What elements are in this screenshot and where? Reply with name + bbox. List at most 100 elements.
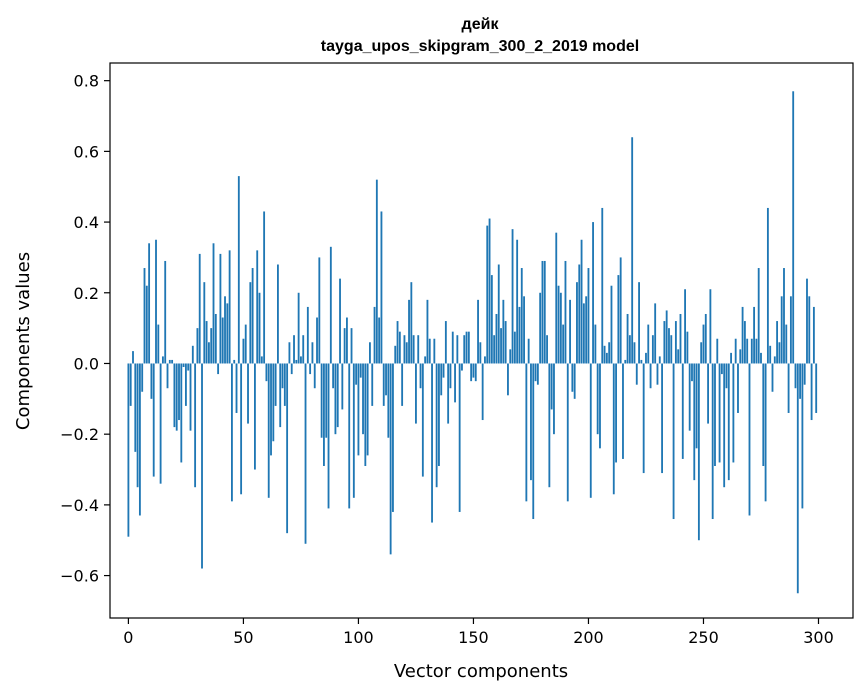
bar [780, 296, 783, 364]
bar [231, 363, 233, 502]
bar [525, 363, 528, 502]
bar [373, 306, 376, 364]
bar [152, 363, 155, 477]
bar [642, 363, 645, 474]
bar [343, 328, 346, 364]
bar [714, 363, 716, 466]
bar [426, 299, 429, 364]
bar [553, 363, 555, 435]
bar [557, 285, 560, 364]
bar [277, 264, 279, 364]
bar [207, 342, 210, 364]
bar [164, 260, 167, 364]
bar [219, 253, 222, 364]
bar [725, 363, 728, 389]
bar [463, 335, 466, 364]
bar [718, 363, 721, 463]
y-axis: −0.6 −0.4 −0.2 0.0 0.2 0.4 0.6 0.8 [60, 72, 110, 586]
bar [205, 321, 208, 364]
bar [387, 363, 390, 438]
bar [495, 313, 498, 364]
bar [171, 359, 174, 364]
bar [412, 335, 415, 364]
bar [640, 359, 643, 364]
bar [582, 303, 585, 364]
bar [134, 363, 137, 452]
bar [421, 363, 424, 477]
bar [306, 306, 309, 364]
bar [415, 363, 417, 424]
bar [329, 246, 332, 364]
bar [419, 363, 422, 389]
bar [778, 342, 781, 364]
bar [803, 363, 806, 385]
bar [596, 363, 599, 435]
bar [357, 363, 360, 456]
chart-subtitle: tayga_upos_skipgram_300_2_2019 model [321, 38, 639, 55]
bar [812, 306, 815, 364]
bar [688, 363, 691, 431]
bar [304, 363, 307, 544]
bar [187, 363, 190, 371]
bar [704, 313, 707, 364]
bar [569, 299, 571, 364]
bar [318, 257, 321, 364]
bar [587, 268, 590, 364]
x-tick-label: 300 [803, 628, 834, 647]
bar [467, 331, 470, 364]
bar [815, 363, 818, 413]
bar [325, 363, 328, 438]
bar [309, 363, 312, 375]
bar [394, 345, 397, 364]
bar [132, 351, 134, 364]
bar [541, 260, 544, 364]
bar [392, 363, 394, 512]
bar [716, 338, 719, 364]
bar [589, 363, 592, 498]
bar [750, 338, 753, 364]
bar [300, 356, 302, 364]
bar [626, 313, 629, 364]
bar [507, 363, 509, 396]
bar [741, 306, 744, 364]
bar [417, 335, 420, 364]
x-tick-label: 200 [573, 628, 604, 647]
bar [302, 335, 305, 364]
bar [323, 363, 325, 466]
x-axis-label: Vector components [394, 661, 568, 682]
bar [810, 363, 813, 421]
bar [617, 275, 620, 364]
bar [578, 264, 581, 364]
bar [693, 363, 696, 481]
bar [283, 363, 286, 406]
bar [260, 356, 263, 364]
bar [168, 359, 171, 364]
bar [389, 363, 392, 555]
bar [546, 335, 548, 364]
bar [311, 342, 314, 364]
bar [695, 363, 698, 449]
bar [497, 264, 500, 364]
bar [127, 363, 130, 537]
bar [481, 363, 484, 421]
bar [709, 289, 712, 364]
bar [270, 363, 272, 456]
bar [256, 250, 259, 364]
bar [580, 239, 583, 364]
bar [543, 260, 546, 364]
bar [520, 268, 523, 364]
bar [484, 356, 486, 364]
bar [288, 342, 291, 364]
bar [458, 363, 461, 512]
bar [769, 345, 772, 364]
bar [159, 363, 162, 484]
bar [334, 363, 337, 435]
bar [129, 363, 132, 406]
bar [410, 282, 413, 364]
bar [442, 363, 445, 378]
x-tick-label: 100 [343, 628, 374, 647]
bar [267, 363, 270, 498]
bar [796, 363, 799, 594]
bar-series [127, 91, 818, 594]
bar [214, 313, 217, 364]
